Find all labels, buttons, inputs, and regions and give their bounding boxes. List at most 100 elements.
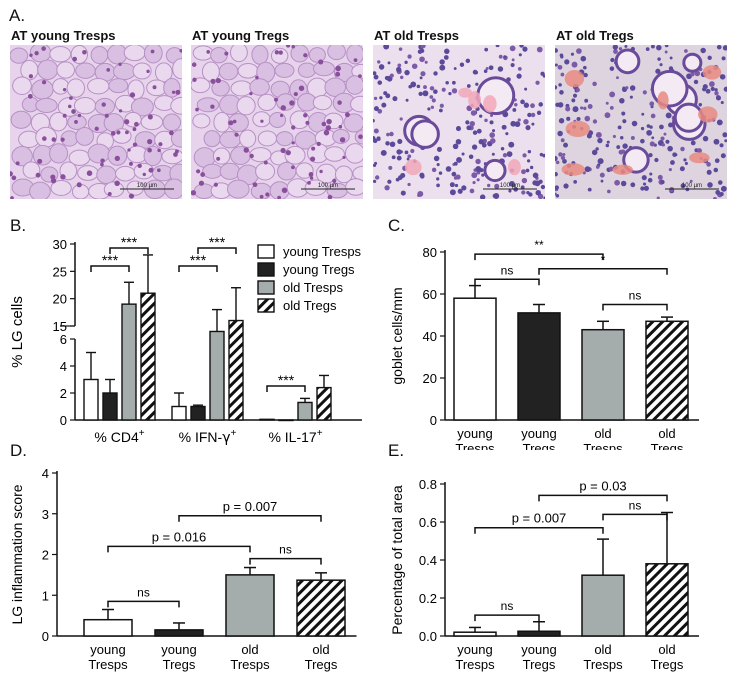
acinus-shape xyxy=(327,45,346,61)
infiltrate-nucleus-dot xyxy=(583,72,588,78)
infiltrate-nucleus-dot xyxy=(536,46,543,53)
nucleus-dot xyxy=(192,77,197,82)
infiltrate-nucleus-dot xyxy=(430,105,435,109)
infiltrate-nucleus-dot xyxy=(555,171,558,177)
nucleus-dot xyxy=(34,51,39,56)
infiltrate-nucleus-dot xyxy=(557,64,563,70)
infiltrate-nucleus-dot xyxy=(538,179,543,184)
panel-e-bar-black xyxy=(517,630,561,637)
infiltrate-nucleus-dot xyxy=(407,54,412,59)
panel-d-x-tick-label: Tresps xyxy=(230,657,270,672)
infiltrate-nucleus-dot xyxy=(629,95,633,99)
nucleus-dot xyxy=(147,114,153,120)
infiltrate-nucleus-dot xyxy=(433,155,440,162)
infiltrate-nucleus-dot xyxy=(720,101,724,105)
infiltrate-nucleus-dot xyxy=(605,101,609,105)
panel-c-x-tick-label: old xyxy=(594,426,611,441)
infiltrate-nucleus-dot xyxy=(387,61,391,65)
nucleus-dot xyxy=(146,69,150,74)
infiltrate-nucleus-dot xyxy=(503,55,507,59)
infiltrate-nucleus-dot xyxy=(517,67,522,71)
panel-b-bar-open xyxy=(259,418,275,421)
infiltrate-nucleus-dot xyxy=(683,158,687,162)
infiltrate-nucleus-dot xyxy=(456,157,462,163)
infiltrate-nucleus-dot xyxy=(562,152,566,156)
infiltrate-nucleus-dot xyxy=(660,136,665,141)
infiltrate-nucleus-dot xyxy=(555,160,560,165)
acinus-shape xyxy=(252,111,271,128)
acinus-shape xyxy=(196,97,220,113)
infiltrate-nucleus-dot xyxy=(457,188,463,194)
acinus-shape xyxy=(112,128,132,144)
infiltrate-nucleus-dot xyxy=(452,143,459,150)
panel-c-x-tick-label: young xyxy=(521,426,556,441)
panel-e-x-tick-label: old xyxy=(658,642,675,657)
infiltrate-nucleus-dot xyxy=(433,71,438,76)
acinus-shape xyxy=(257,130,278,147)
infiltrate-nucleus-dot xyxy=(600,179,604,183)
panel-c-bar-gray xyxy=(581,328,625,421)
acinus-shape xyxy=(236,96,256,116)
panel-b-y-axis-label: % LG cells xyxy=(9,296,26,368)
infiltrate-nucleus-dot xyxy=(690,140,696,146)
infiltrate-nucleus-dot xyxy=(655,68,661,74)
infiltrate-nucleus-dot xyxy=(621,149,626,154)
infiltrate-nucleus-dot xyxy=(501,124,507,130)
infiltrate-nucleus-dot xyxy=(709,81,715,87)
infiltrate-nucleus-dot xyxy=(657,57,661,61)
infiltrate-nucleus-dot xyxy=(404,60,408,64)
infiltrate-nucleus-dot xyxy=(410,148,415,154)
acinus-shape xyxy=(29,45,52,63)
infiltrate-nucleus-dot xyxy=(570,52,574,56)
panel-e-significance-label: ns xyxy=(501,599,514,613)
panel-b-legend-label: young Tregs xyxy=(283,262,355,277)
acinus-shape xyxy=(49,143,69,164)
nucleus-dot xyxy=(259,194,264,199)
panel-b-legend-label: old Tregs xyxy=(283,298,337,313)
nucleus-dot xyxy=(157,168,161,173)
infiltrate-nucleus-dot xyxy=(484,47,489,52)
acinus-shape xyxy=(203,130,221,148)
panel-d-y-axis-label: LG inflammation score xyxy=(9,484,25,624)
acinus-shape xyxy=(212,147,231,165)
infiltrate-nucleus-dot xyxy=(487,183,491,188)
infiltrate-nucleus-dot xyxy=(646,129,653,136)
infiltrate-nucleus-dot xyxy=(599,172,605,178)
nucleus-dot xyxy=(179,49,182,53)
infiltrate-nucleus-dot xyxy=(524,87,528,91)
infiltrate-nucleus-dot xyxy=(560,138,565,143)
nucleus-dot xyxy=(10,196,14,199)
nucleus-dot xyxy=(173,152,178,157)
duct-shape xyxy=(622,146,650,174)
nucleus-dot xyxy=(132,142,138,147)
nucleus-dot xyxy=(234,132,239,137)
infiltrate-nucleus-dot xyxy=(714,88,718,92)
infiltrate-nucleus-dot xyxy=(472,130,478,135)
infiltrate-nucleus-dot xyxy=(608,166,614,172)
acinus-shape xyxy=(113,62,136,81)
nucleus-dot xyxy=(344,112,350,118)
panel-b-x-tick-label: % IFN-γ+ xyxy=(179,428,237,446)
nucleus-dot xyxy=(137,163,142,169)
infiltrate-nucleus-dot xyxy=(444,48,450,55)
infiltrate-nucleus-dot xyxy=(724,139,727,143)
panel-c-y-axis-label: goblet cells/mm xyxy=(389,287,405,384)
nucleus-dot xyxy=(157,148,161,153)
panel-b-bar-gray xyxy=(209,330,225,421)
nucleus-dot xyxy=(150,49,155,54)
panel-e-x-tick-label: Tregs xyxy=(523,657,556,672)
infiltrate-nucleus-dot xyxy=(509,180,515,187)
infiltrate-nucleus-dot xyxy=(508,141,515,148)
infiltrate-nucleus-dot xyxy=(656,196,660,199)
panel-b-bar-hatched xyxy=(140,292,156,421)
infiltrate-nucleus-dot xyxy=(714,90,719,96)
infiltrate-nucleus-dot xyxy=(665,112,672,119)
nucleus-dot xyxy=(255,75,259,80)
acinus-shape xyxy=(161,148,182,165)
acinus-shape xyxy=(343,113,363,133)
panel-b-significance-label: *** xyxy=(209,234,226,250)
micrograph-cells xyxy=(555,45,727,199)
infiltrate-nucleus-dot xyxy=(443,55,449,60)
duct-shape xyxy=(673,102,704,133)
infiltrate-nucleus-dot xyxy=(411,63,418,69)
